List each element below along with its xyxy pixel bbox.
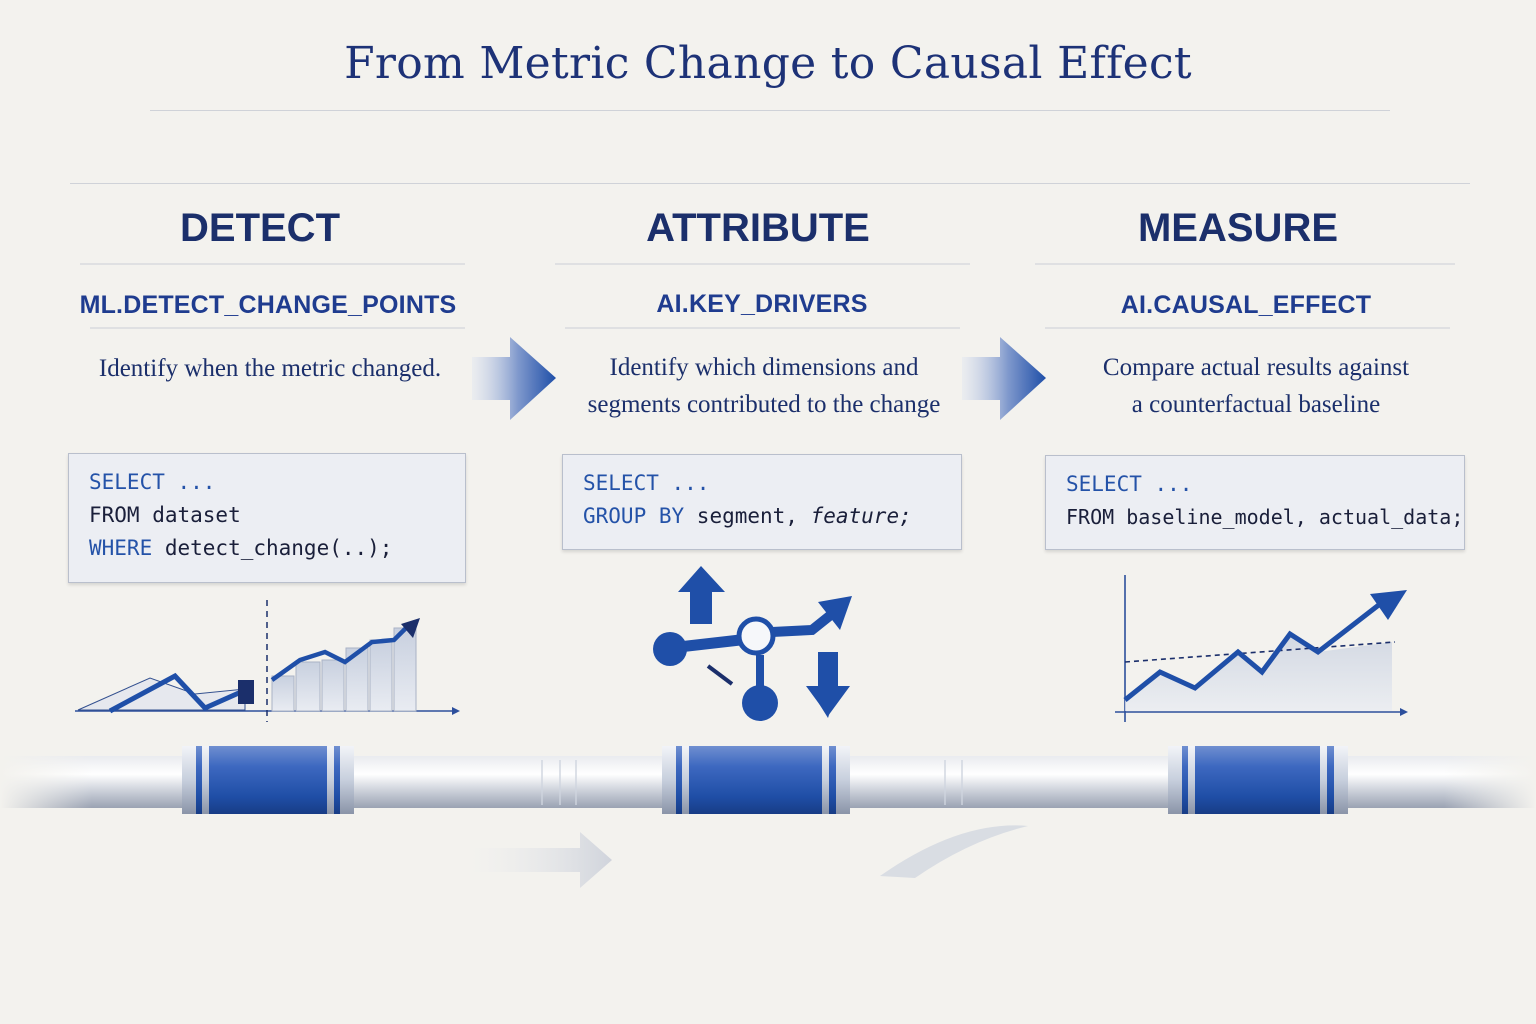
code-keyword: SELECT ...	[1066, 472, 1193, 496]
code-line: FROM baseline_model, actual_data;	[1066, 501, 1463, 534]
code-text: dataset	[139, 503, 241, 527]
page-title: From Metric Change to Causal Effect	[344, 38, 1192, 89]
description-line: Identify which dimensions and	[609, 354, 919, 381]
counterfactual-chart-icon	[1115, 575, 1408, 722]
code-block-attribute: SELECT ... GROUP BY segment, feature;	[562, 454, 962, 550]
code-line: SELECT ...	[583, 467, 941, 500]
code-keyword: FROM	[1066, 505, 1115, 529]
stage-function-attribute: AI.KEY_DRIVERS	[656, 290, 868, 318]
pipe-collar-attribute	[662, 746, 850, 814]
code-keyword: SELECT ...	[583, 471, 710, 495]
pipe-collar-measure	[1168, 746, 1348, 814]
description-line: Identify when the metric changed.	[98, 355, 442, 382]
code-keyword: SELECT ...	[89, 470, 216, 494]
code-block-detect: SELECT ... FROM dataset WHERE detect_cha…	[68, 453, 466, 583]
code-line: GROUP BY segment, feature;	[583, 500, 941, 533]
code-text: detect_change(..);	[152, 536, 393, 560]
column-rules	[80, 263, 1455, 329]
stage-description-detect: Identify when the metric changed.	[50, 350, 490, 387]
stage-heading-attribute: ATTRIBUTE	[646, 206, 870, 250]
motion-swoosh-icon	[880, 825, 1028, 878]
code-keyword: WHERE	[89, 536, 153, 560]
stage-function-measure: AI.CAUSAL_EFFECT	[1120, 291, 1372, 319]
description-line: a counterfactual baseline	[1131, 391, 1381, 418]
motion-arrow-icon	[470, 832, 612, 888]
code-text: baseline_model, actual_data;	[1114, 505, 1464, 529]
description-line: segments contributed to the change	[587, 391, 941, 418]
stage-description-attribute: Identify which dimensions and segments c…	[544, 349, 984, 423]
code-keyword: GROUP BY	[583, 504, 685, 528]
flow-arrow-icon	[472, 337, 556, 420]
stage-description-measure: Compare actual results against a counter…	[1036, 349, 1476, 423]
code-line: SELECT ...	[89, 466, 445, 499]
stage-heading-measure: MEASURE	[1137, 206, 1339, 250]
section-divider	[70, 183, 1470, 184]
code-line: WHERE detect_change(..);	[89, 532, 445, 565]
change-point-chart-icon	[75, 600, 460, 722]
code-text-italic: feature;	[810, 504, 912, 528]
key-drivers-network-icon	[653, 566, 852, 721]
stage-function-detect: ML.DETECT_CHANGE_POINTS	[79, 291, 457, 319]
flow-arrow-icon	[962, 337, 1046, 420]
code-line: FROM dataset	[89, 499, 445, 532]
code-block-measure: SELECT ... FROM baseline_model, actual_d…	[1045, 455, 1465, 550]
code-text: segment,	[684, 504, 811, 528]
stage-heading-detect: DETECT	[180, 206, 340, 250]
title-divider	[150, 110, 1390, 111]
pipe-collar-detect	[182, 746, 354, 814]
code-keyword: FROM	[89, 503, 140, 527]
description-line: Compare actual results against	[1102, 354, 1410, 381]
code-line: SELECT ...	[1066, 468, 1456, 501]
